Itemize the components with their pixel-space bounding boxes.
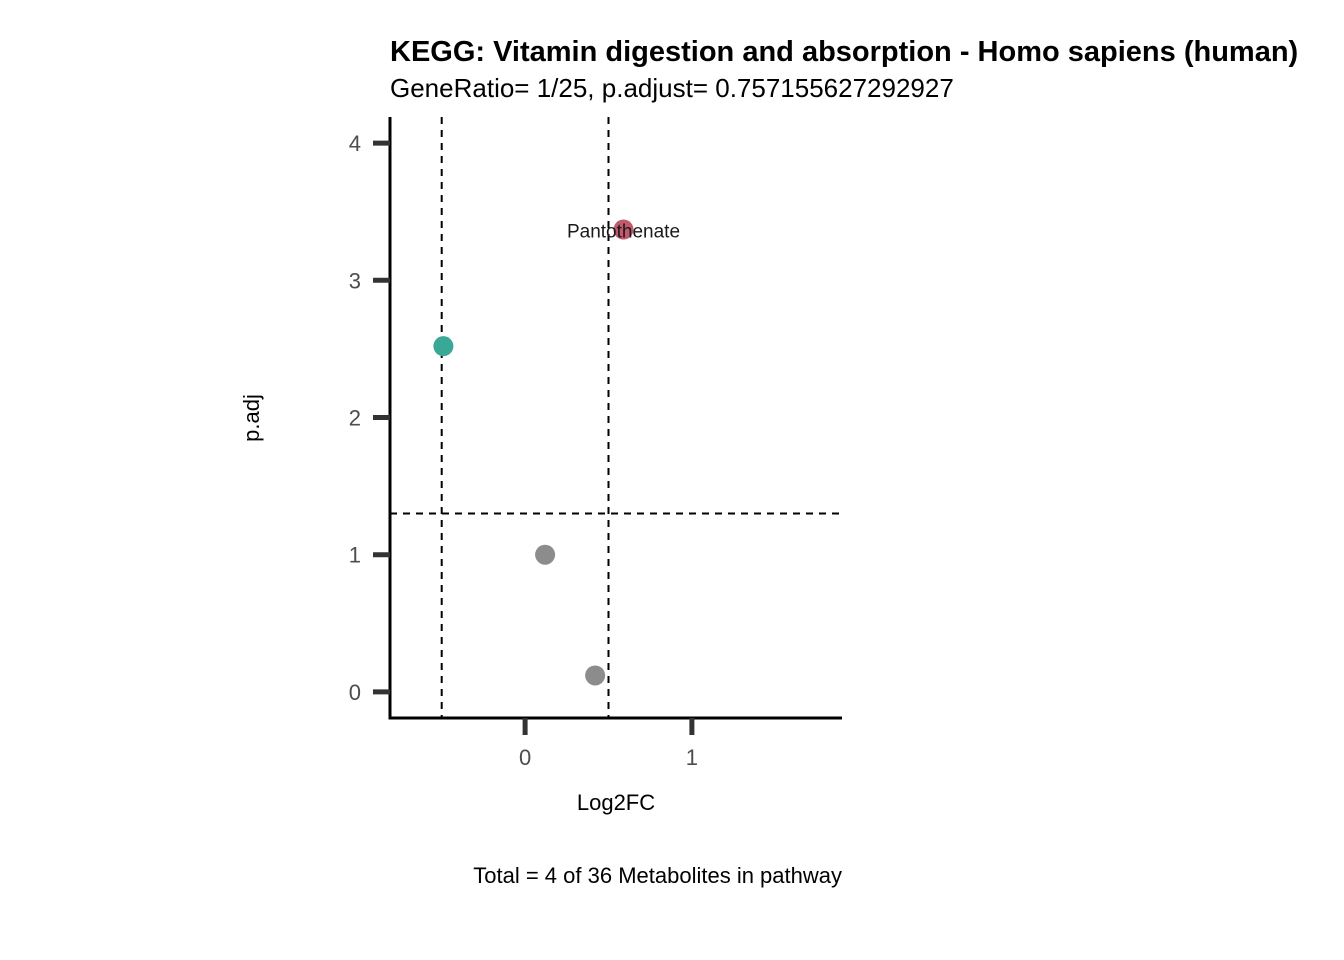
data-point-ns [535,544,556,565]
point-labels: Pantothenate [567,222,680,243]
chart-title: KEGG: Vitamin digestion and absorption -… [390,36,1298,68]
y-tick-label: 2 [349,406,361,431]
point-label: Pantothenate [567,222,680,243]
y-tick-label: 4 [349,131,361,156]
data-point-down [433,336,454,357]
y-tick-label: 3 [349,268,361,293]
x-tick-label: 0 [519,745,531,770]
x-axis-title: Log2FC [577,790,655,815]
y-tick-label: 0 [349,680,361,705]
threshold-lines [390,117,842,718]
chart-caption: Total = 4 of 36 Metabolites in pathway [473,863,842,888]
y-axis-title: p.adj [239,394,264,442]
x-tick-label: 1 [686,745,698,770]
y-axis-ticks: 0 1 2 3 4 [349,131,390,705]
chart-subtitle: GeneRatio= 1/25, p.adjust= 0.75715562729… [390,73,954,103]
data-point-ns [585,665,606,686]
y-tick-label: 1 [349,543,361,568]
data-point-up [613,219,634,240]
data-points [433,219,634,686]
